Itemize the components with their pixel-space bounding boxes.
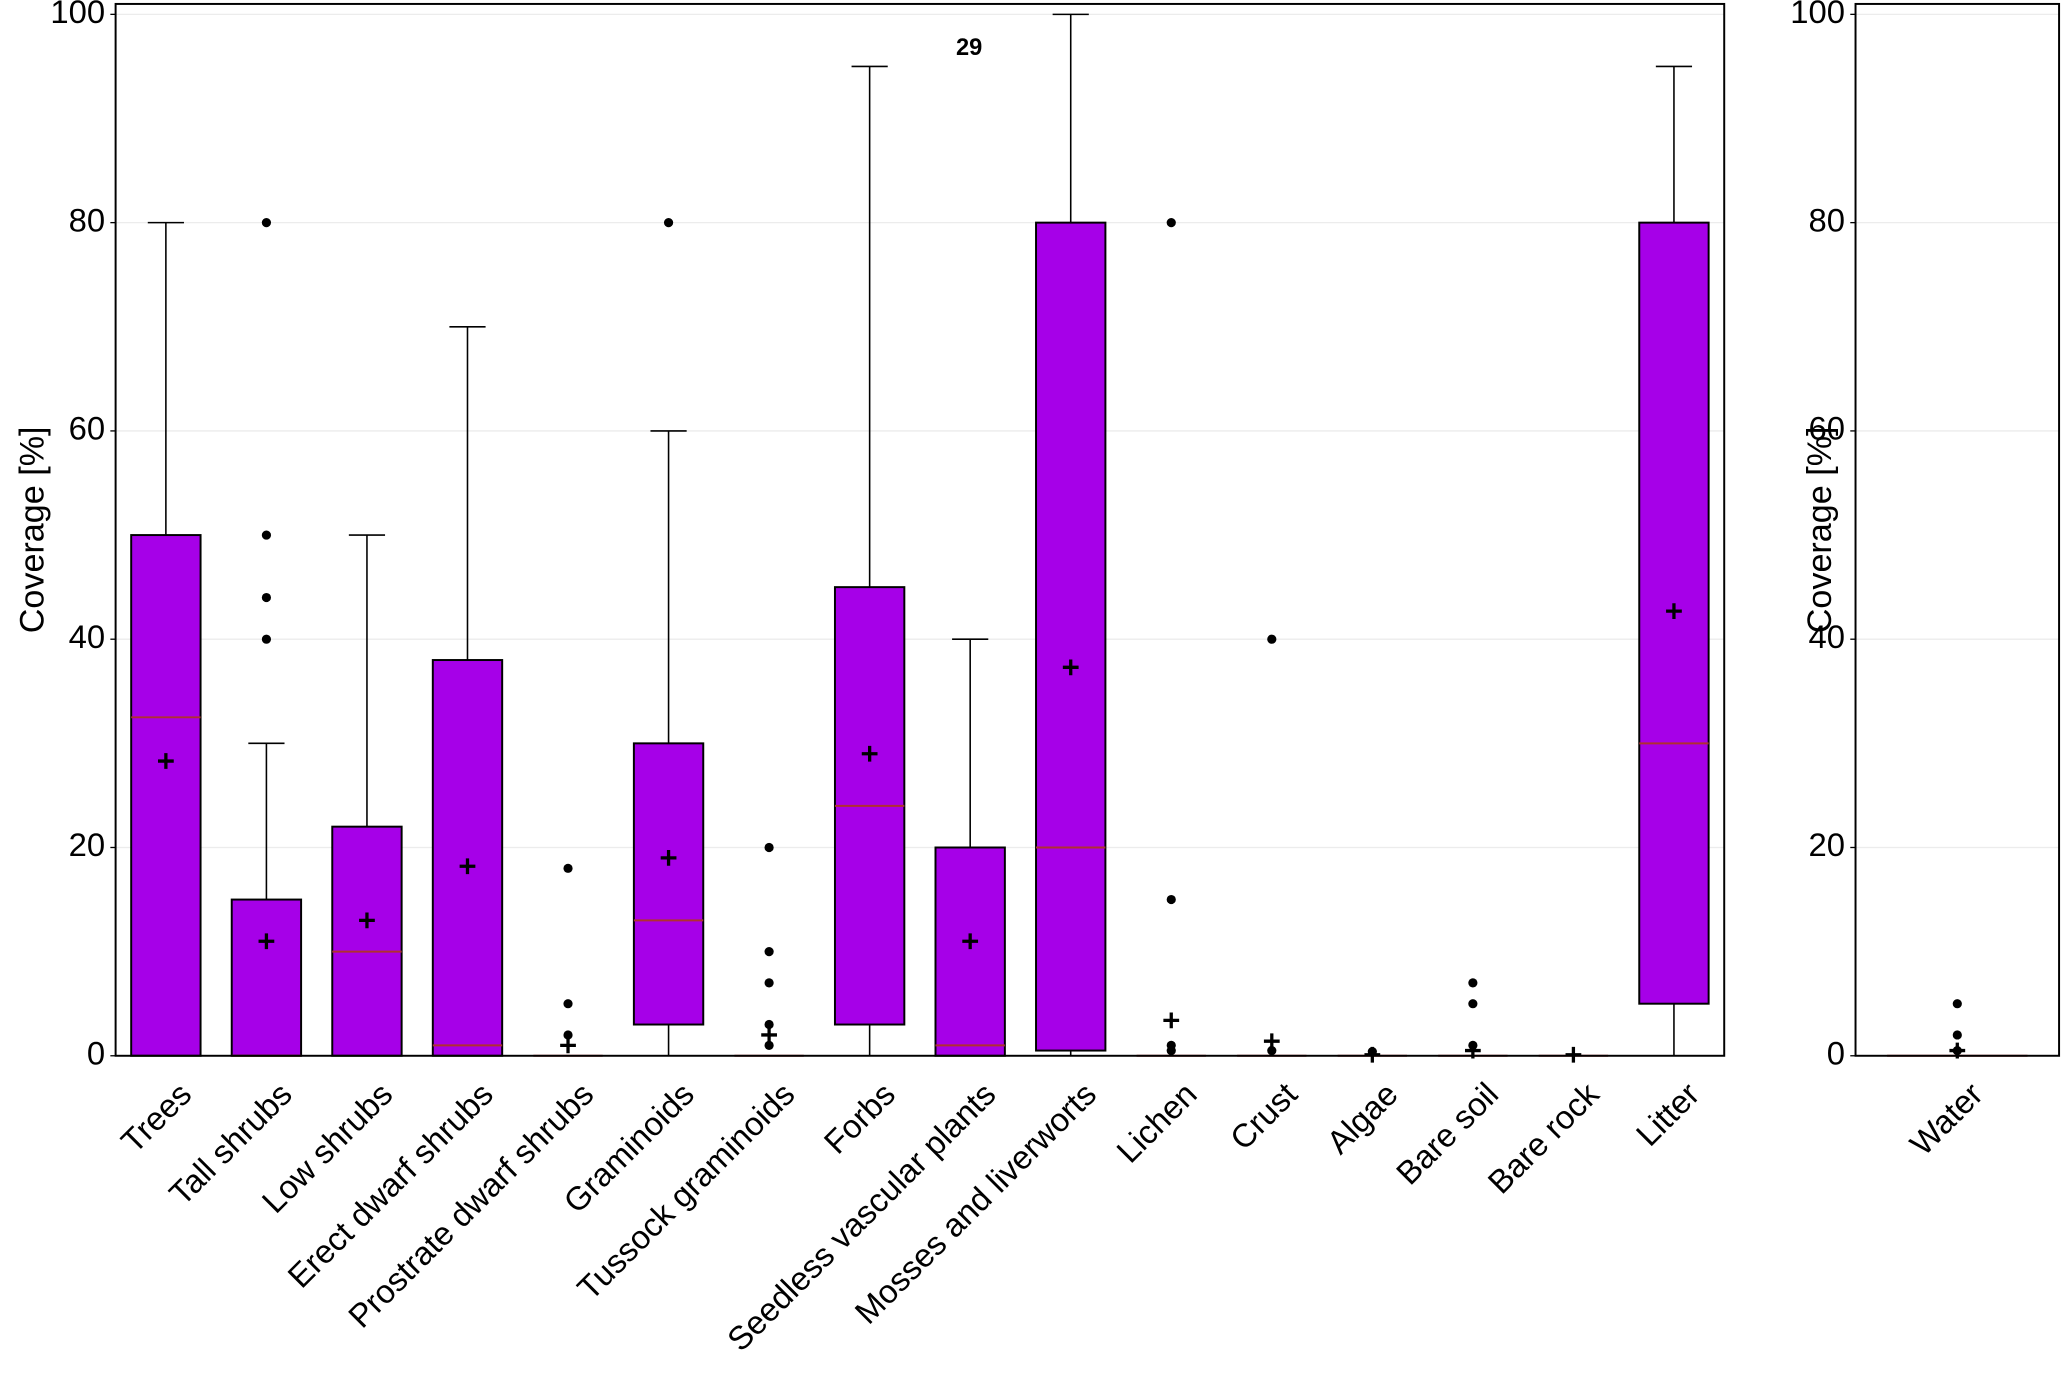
- y-tick-label: 40: [1809, 618, 1846, 655]
- mean-marker: [560, 1037, 576, 1054]
- mean-marker: [1666, 603, 1682, 619]
- x-tick-label: Bare rock: [1480, 1075, 1606, 1201]
- outlier: [764, 947, 774, 957]
- box: [1035, 221, 1107, 1052]
- mean-marker: [962, 933, 979, 950]
- y-axis-label: Coverage [%]: [1801, 426, 1839, 633]
- outlier: [1166, 218, 1176, 228]
- outlier: [764, 1019, 774, 1030]
- y-tick-label: 40: [69, 618, 105, 655]
- box: [934, 846, 1006, 1057]
- y-tick-label: 60: [69, 410, 105, 447]
- x-tick-label: Crust: [1223, 1075, 1305, 1157]
- mean-marker: [359, 912, 375, 929]
- mean-marker: [1163, 1012, 1180, 1029]
- outlier: [1166, 894, 1176, 905]
- x-tick-label: Lichen: [1109, 1075, 1204, 1170]
- outlier: [764, 1040, 774, 1050]
- y-tick-label: 60: [1809, 410, 1846, 447]
- outlier: [1952, 999, 1962, 1009]
- y-tick-label: 20: [1809, 826, 1846, 863]
- outlier: [1166, 1040, 1176, 1050]
- box: [331, 825, 403, 1057]
- outlier: [1468, 999, 1478, 1009]
- outlier: [1267, 634, 1277, 644]
- plot-frame: [114, 2, 1726, 1057]
- plot-frame: [1854, 2, 2061, 1057]
- y-tick-label: 80: [1809, 201, 1846, 238]
- x-tick-label: Algae: [1319, 1075, 1405, 1161]
- outlier: [1367, 1047, 1377, 1057]
- outlier: [563, 863, 573, 873]
- outlier: [1952, 1030, 1962, 1040]
- y-tick-label: 20: [69, 826, 105, 863]
- x-tick-label: Trees: [114, 1075, 199, 1160]
- mean-marker: [660, 850, 677, 866]
- y-tick-label: 100: [1790, 0, 1845, 30]
- box: [230, 898, 303, 1057]
- mean-marker: [258, 933, 275, 950]
- outlier: [261, 530, 272, 540]
- outlier: [563, 999, 573, 1009]
- outlier: [1468, 1040, 1478, 1050]
- outlier: [563, 1030, 573, 1040]
- y-tick-label: 100: [50, 0, 105, 30]
- mean-marker: [1565, 1046, 1582, 1063]
- x-tick-label: Water: [1903, 1075, 1990, 1162]
- outlier: [261, 592, 272, 603]
- mean-marker: [459, 858, 476, 875]
- mean-marker: [157, 753, 174, 769]
- x-tick-label: Forbs: [817, 1075, 902, 1160]
- outlier: [764, 978, 774, 988]
- outlier: [1468, 978, 1478, 988]
- y-tick-label: 80: [69, 201, 105, 238]
- outlier: [1267, 1045, 1277, 1056]
- outlier: [663, 218, 674, 228]
- box: [632, 742, 705, 1026]
- outlier: [261, 634, 272, 644]
- y-axis-label: Coverage [%]: [14, 426, 52, 633]
- mean-marker: [861, 745, 878, 762]
- outlier: [764, 842, 774, 853]
- annotation: 29: [956, 35, 982, 61]
- outlier: [261, 218, 272, 228]
- box: [130, 534, 202, 1057]
- mean-marker: [1062, 659, 1079, 676]
- x-tick-label: Litter: [1629, 1075, 1707, 1153]
- box: [431, 659, 504, 1057]
- y-tick-label: 0: [87, 1034, 105, 1071]
- outlier: [1952, 1045, 1962, 1056]
- mean-marker: [761, 1027, 777, 1043]
- y-tick-label: 0: [1827, 1034, 1845, 1071]
